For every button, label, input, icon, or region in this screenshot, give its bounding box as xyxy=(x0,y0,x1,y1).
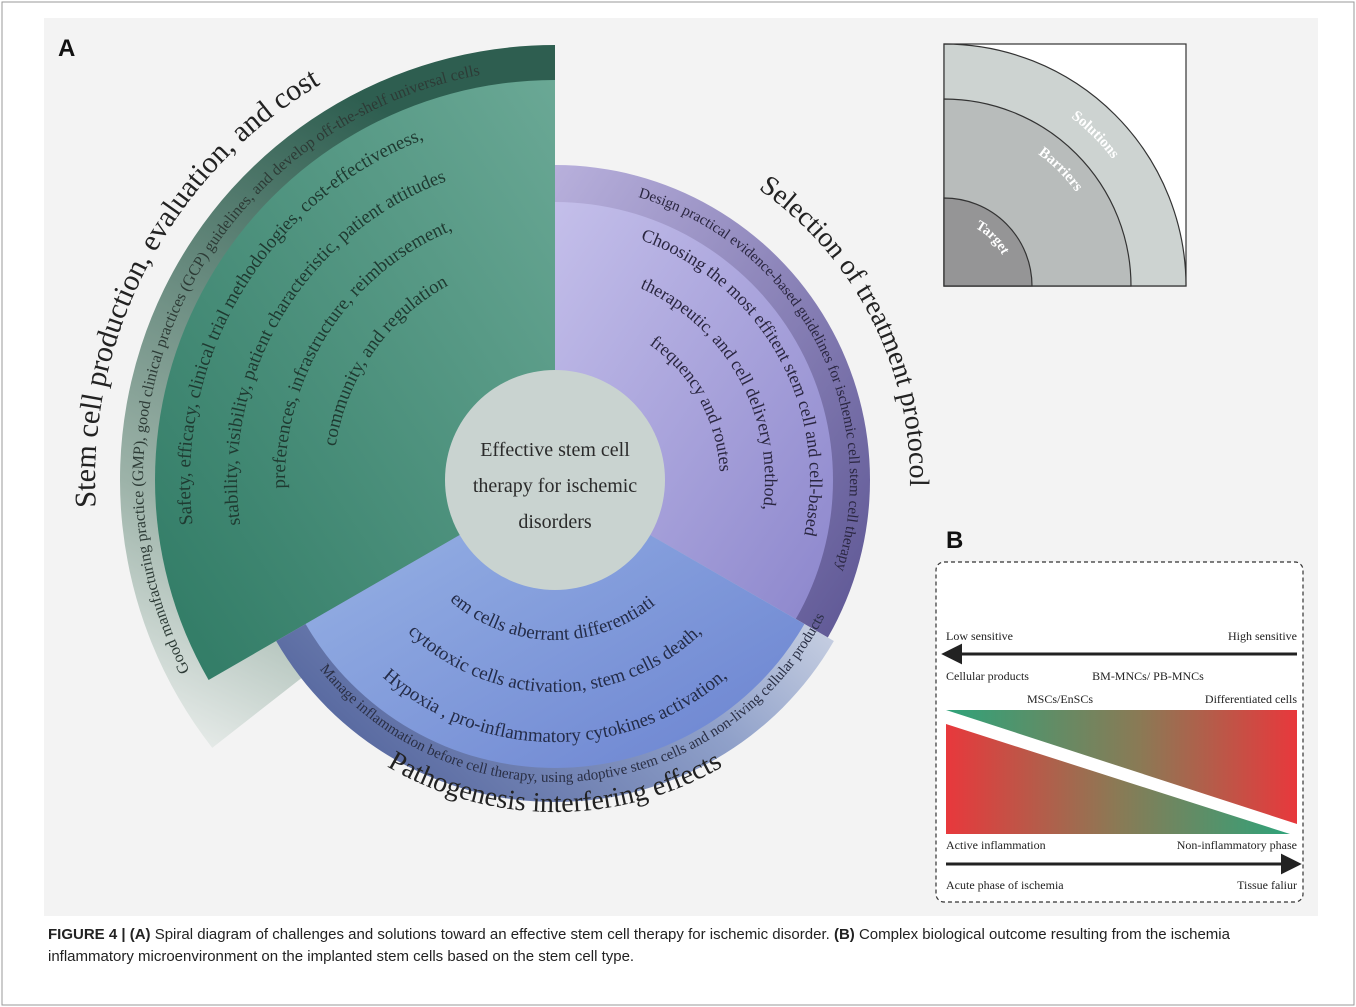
pathogenesis-inner-sector xyxy=(305,480,805,769)
inflammation-wedge xyxy=(946,724,1290,834)
non-inflammatory-label: Non-inflammatory phase xyxy=(1177,838,1297,852)
cell-label-mscs: MSCs/EnSCs xyxy=(1027,692,1093,706)
panel-b-label: B xyxy=(946,527,963,554)
center-circle xyxy=(445,370,665,590)
acute-phase-label: Acute phase of ischemia xyxy=(946,878,1064,892)
low-sensitive-label: Low sensitive xyxy=(946,629,1013,643)
caption-b-text: Complex biological outcome resulting fro… xyxy=(48,926,1230,965)
tissue-failure-label: Tissue faliur xyxy=(1237,878,1297,892)
spiral-legend: Solutions Barriers Target xyxy=(943,43,1187,287)
caption-a-text: Spiral diagram of challenges and solutio… xyxy=(150,926,834,943)
center-text-line-2: therapy for ischemic xyxy=(473,475,637,497)
high-sensitive-label: High sensitive xyxy=(1228,629,1297,643)
cell-label-differentiated-cells: Differentiated cells xyxy=(1205,692,1297,706)
caption-a-label: (A) xyxy=(129,926,151,943)
cell-label-cellular-products: Cellular products xyxy=(946,669,1029,683)
cell-label-bm-mncs: BM-MNCs/ PB-MNCs xyxy=(1092,669,1204,683)
caption-b-label: (B) xyxy=(833,926,855,943)
center-text-line-3: disorders xyxy=(518,511,592,533)
panel-b: B Low sensitive High sensitive Cellular … xyxy=(935,527,1304,903)
caption-lead: FIGURE 4 | xyxy=(48,926,130,943)
active-inflammation-label: Active inflammation xyxy=(946,838,1046,852)
legend-inner-ring xyxy=(943,197,1033,287)
production-inner-sector xyxy=(155,80,555,680)
stem-cell-sensitivity-wedge xyxy=(946,710,1297,824)
panel-a-label: A xyxy=(58,35,75,62)
center-text-line-1: Effective stem cell xyxy=(480,439,630,461)
figure-caption: FIGURE 4 | (A) Spiral diagram of challen… xyxy=(48,924,1318,968)
